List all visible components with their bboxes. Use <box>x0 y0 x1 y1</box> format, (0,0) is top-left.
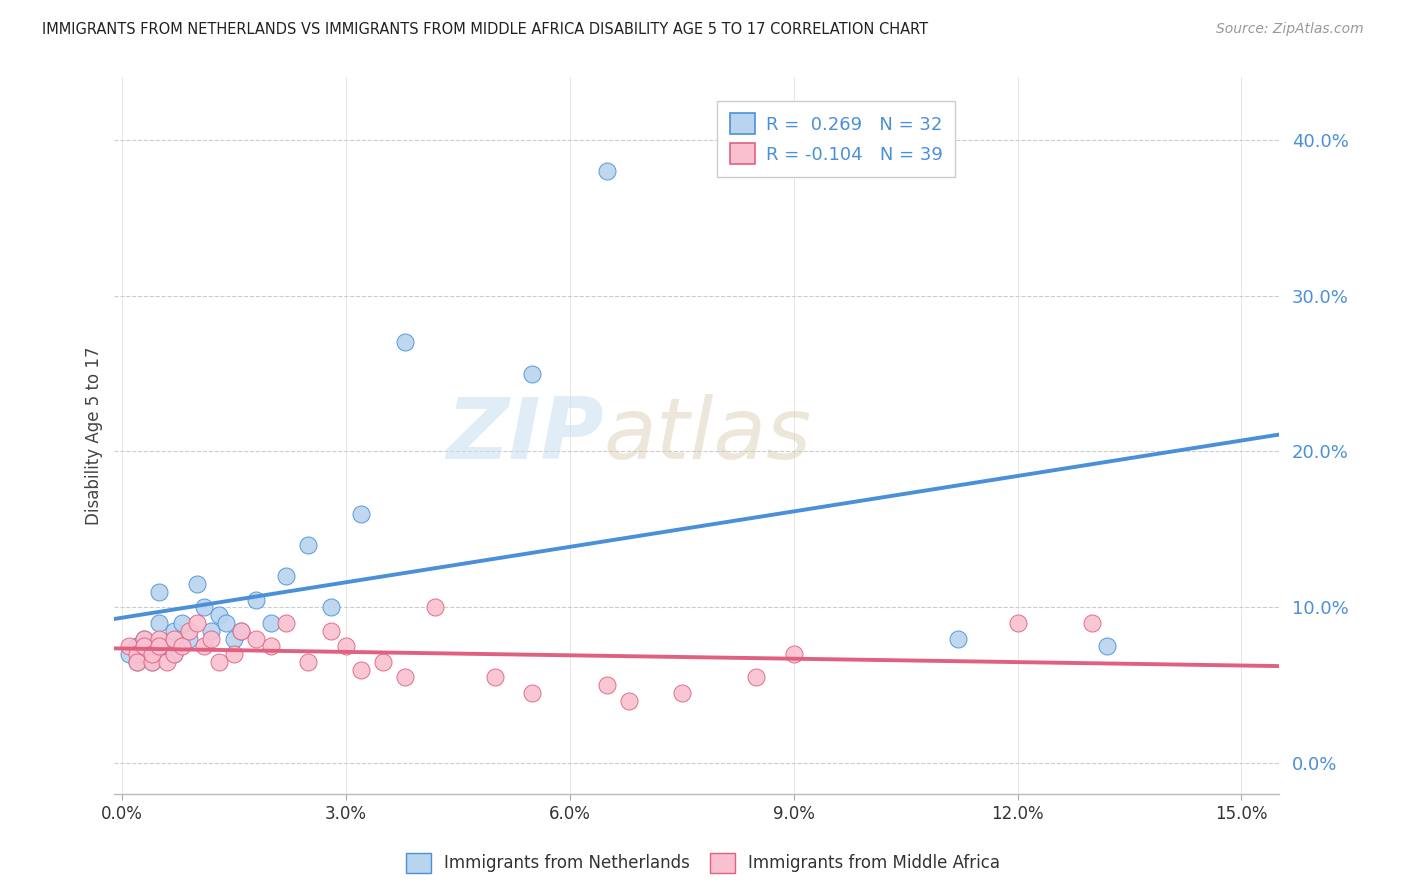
Point <box>141 655 163 669</box>
Point <box>319 624 342 638</box>
Point <box>193 600 215 615</box>
Point <box>170 615 193 630</box>
Point <box>156 640 179 654</box>
Point <box>297 655 319 669</box>
Point <box>274 615 297 630</box>
Point <box>231 624 253 638</box>
Point <box>522 686 544 700</box>
Point <box>148 632 170 646</box>
Point <box>186 577 208 591</box>
Point <box>394 671 416 685</box>
Text: IMMIGRANTS FROM NETHERLANDS VS IMMIGRANTS FROM MIDDLE AFRICA DISABILITY AGE 5 TO: IMMIGRANTS FROM NETHERLANDS VS IMMIGRANT… <box>42 22 928 37</box>
Point <box>946 632 969 646</box>
Point <box>350 663 373 677</box>
Point <box>319 600 342 615</box>
Point <box>596 678 619 692</box>
Point <box>141 640 163 654</box>
Point <box>208 655 231 669</box>
Point <box>782 647 804 661</box>
Point <box>163 632 186 646</box>
Legend: Immigrants from Netherlands, Immigrants from Middle Africa: Immigrants from Netherlands, Immigrants … <box>399 847 1007 880</box>
Point <box>208 608 231 623</box>
Point <box>350 507 373 521</box>
Point <box>125 640 148 654</box>
Point <box>596 164 619 178</box>
Point <box>148 584 170 599</box>
Point <box>163 647 186 661</box>
Point <box>245 592 267 607</box>
Point <box>141 647 163 661</box>
Text: ZIP: ZIP <box>446 394 603 477</box>
Point <box>118 647 141 661</box>
Point <box>274 569 297 583</box>
Point <box>245 632 267 646</box>
Point <box>200 624 222 638</box>
Point <box>177 624 200 638</box>
Point <box>118 640 141 654</box>
Point <box>425 600 447 615</box>
Point <box>371 655 394 669</box>
Point <box>170 640 193 654</box>
Point <box>522 367 544 381</box>
Point <box>222 632 245 646</box>
Point <box>134 647 156 661</box>
Point <box>163 647 186 661</box>
Text: Source: ZipAtlas.com: Source: ZipAtlas.com <box>1216 22 1364 37</box>
Point <box>148 615 170 630</box>
Point <box>1081 615 1104 630</box>
Point <box>134 632 156 646</box>
Point <box>335 640 357 654</box>
Point <box>163 624 186 638</box>
Point <box>177 632 200 646</box>
Point <box>134 640 156 654</box>
Point <box>200 632 222 646</box>
Point <box>745 671 768 685</box>
Point <box>1095 640 1118 654</box>
Point <box>231 624 253 638</box>
Point <box>186 615 208 630</box>
Point <box>222 647 245 661</box>
Point <box>394 335 416 350</box>
Point <box>193 640 215 654</box>
Point <box>260 640 283 654</box>
Point <box>671 686 693 700</box>
Point <box>156 655 179 669</box>
Point <box>484 671 506 685</box>
Point <box>125 655 148 669</box>
Point <box>1007 615 1029 630</box>
Point <box>141 655 163 669</box>
Point <box>125 647 148 661</box>
Text: atlas: atlas <box>603 394 811 477</box>
Point <box>619 694 641 708</box>
Point <box>148 640 170 654</box>
Y-axis label: Disability Age 5 to 17: Disability Age 5 to 17 <box>86 347 103 525</box>
Point <box>297 538 319 552</box>
Legend: R =  0.269   N = 32, R = -0.104   N = 39: R = 0.269 N = 32, R = -0.104 N = 39 <box>717 101 956 177</box>
Point <box>125 655 148 669</box>
Point <box>134 632 156 646</box>
Point <box>260 615 283 630</box>
Point <box>215 615 238 630</box>
